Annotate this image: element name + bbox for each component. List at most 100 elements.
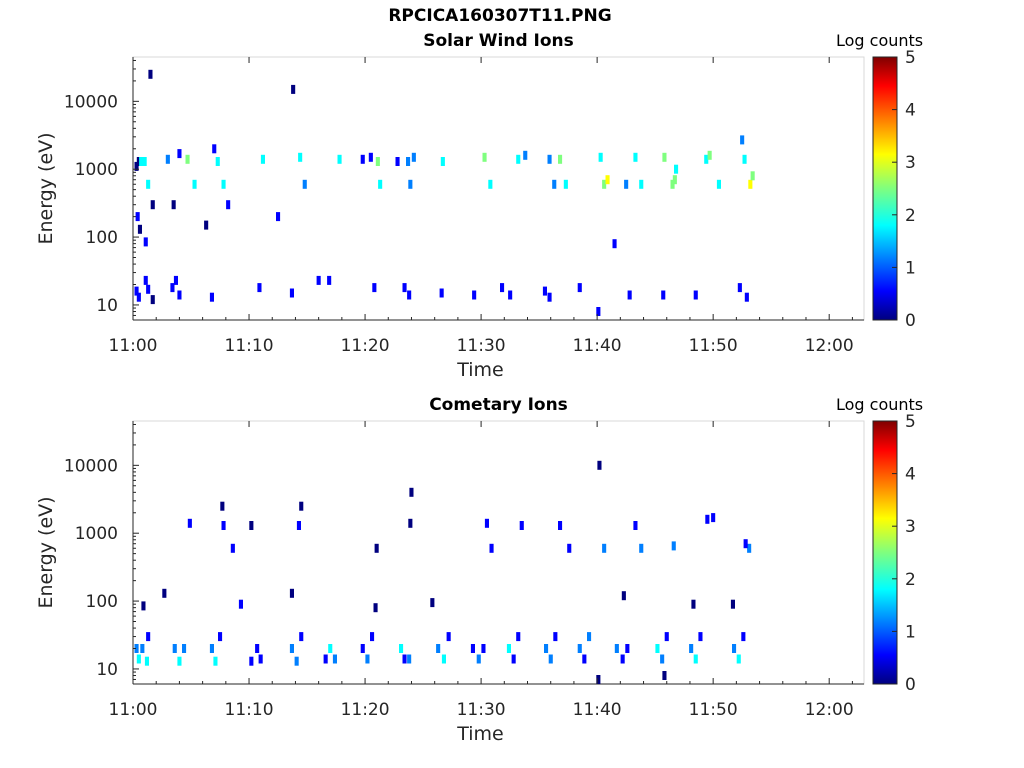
data-cell [670, 179, 675, 189]
data-cell [484, 518, 489, 528]
y-axis-label: Energy (eV) [35, 496, 57, 608]
data-cell [612, 239, 617, 249]
data-cell [323, 654, 328, 664]
x-tick-label: 11:30 [457, 700, 506, 720]
data-cell [441, 654, 446, 664]
data-cell [430, 598, 435, 608]
colorbar-tick-label: 2 [905, 570, 916, 590]
data-cell [291, 84, 296, 94]
data-cell [411, 152, 416, 162]
data-cell [558, 521, 563, 530]
data-cell [633, 521, 638, 530]
data-cell [742, 154, 747, 164]
data-cell [439, 288, 444, 298]
data-cell [220, 501, 225, 511]
data-cell [150, 200, 155, 210]
data-cell [436, 644, 441, 653]
data-cell [470, 644, 475, 653]
data-cell [141, 601, 146, 611]
data-cell [693, 290, 698, 300]
data-cell [621, 591, 626, 601]
x-tick-label: 11:20 [341, 336, 390, 356]
data-cell [298, 152, 303, 162]
data-cell [516, 154, 521, 164]
data-cell [172, 644, 177, 653]
data-cell [378, 179, 383, 189]
data-cell [148, 69, 153, 79]
data-cell [506, 644, 511, 653]
data-cell [372, 283, 377, 293]
data-cell [209, 292, 214, 302]
data-cell [257, 283, 262, 293]
data-cell [146, 632, 151, 642]
data-cell [602, 179, 607, 189]
data-cell [395, 157, 400, 166]
data-cell [146, 284, 151, 294]
x-tick-label: 11:40 [573, 336, 622, 356]
data-cell [375, 157, 380, 166]
data-cell [748, 179, 753, 189]
data-cell [368, 152, 373, 162]
data-cell [139, 157, 144, 166]
data-cell [327, 275, 332, 285]
data-cell [299, 501, 304, 511]
data-cell [365, 654, 370, 664]
data-cell [143, 275, 148, 285]
data-cell [476, 654, 481, 664]
data-cell [337, 154, 342, 164]
data-cell [289, 588, 294, 598]
data-cell [249, 521, 254, 530]
data-cell [142, 157, 147, 166]
data-cell [707, 150, 712, 160]
data-cell [409, 487, 414, 497]
colorbar-tick-label: 5 [905, 412, 916, 432]
colorbar-tick-label: 2 [905, 206, 916, 226]
data-cell [508, 290, 513, 300]
y-tick-label: 10000 [64, 92, 118, 112]
data-cell [402, 654, 407, 664]
data-cell [135, 212, 140, 222]
colorbar-tick-label: 1 [905, 258, 916, 278]
data-cell [598, 152, 603, 162]
x-tick-label: 11:30 [457, 336, 506, 356]
figure-title: RPCICA160307T11.PNG [388, 6, 612, 26]
data-cell [136, 292, 141, 302]
x-tick-label: 11:00 [109, 336, 158, 356]
data-cell [662, 152, 667, 162]
colorbar [872, 56, 898, 321]
y-tick-label: 10000 [64, 456, 118, 476]
data-cell [587, 632, 592, 642]
y-tick-label: 10 [96, 296, 118, 316]
data-cell [134, 644, 139, 653]
y-tick-label: 100 [86, 592, 118, 612]
data-cell [276, 212, 281, 222]
data-cell [440, 157, 445, 166]
data-cell [209, 644, 214, 653]
y-tick-label: 10 [96, 660, 118, 680]
data-cell [741, 632, 746, 642]
data-cell [740, 135, 745, 145]
data-cell [481, 644, 486, 653]
colorbar-tick-label: 0 [905, 311, 916, 331]
data-cell [294, 656, 299, 666]
data-cell [661, 290, 666, 300]
data-cell [221, 179, 226, 189]
x-tick-label: 12:00 [805, 700, 854, 720]
data-cell [137, 224, 142, 234]
y-tick-label: 100 [86, 228, 118, 248]
data-cell [144, 656, 149, 666]
data-cell [639, 179, 644, 189]
data-cell [488, 179, 493, 189]
data-cell [204, 220, 209, 230]
data-cell [704, 154, 709, 164]
data-cell [689, 644, 694, 653]
data-cell [750, 171, 755, 181]
data-cell [360, 154, 365, 164]
data-cell [519, 521, 524, 530]
data-cell [177, 656, 182, 666]
data-cell [596, 307, 601, 316]
data-cell [523, 150, 528, 160]
data-cell [655, 644, 660, 653]
x-tick-label: 11:00 [109, 700, 158, 720]
